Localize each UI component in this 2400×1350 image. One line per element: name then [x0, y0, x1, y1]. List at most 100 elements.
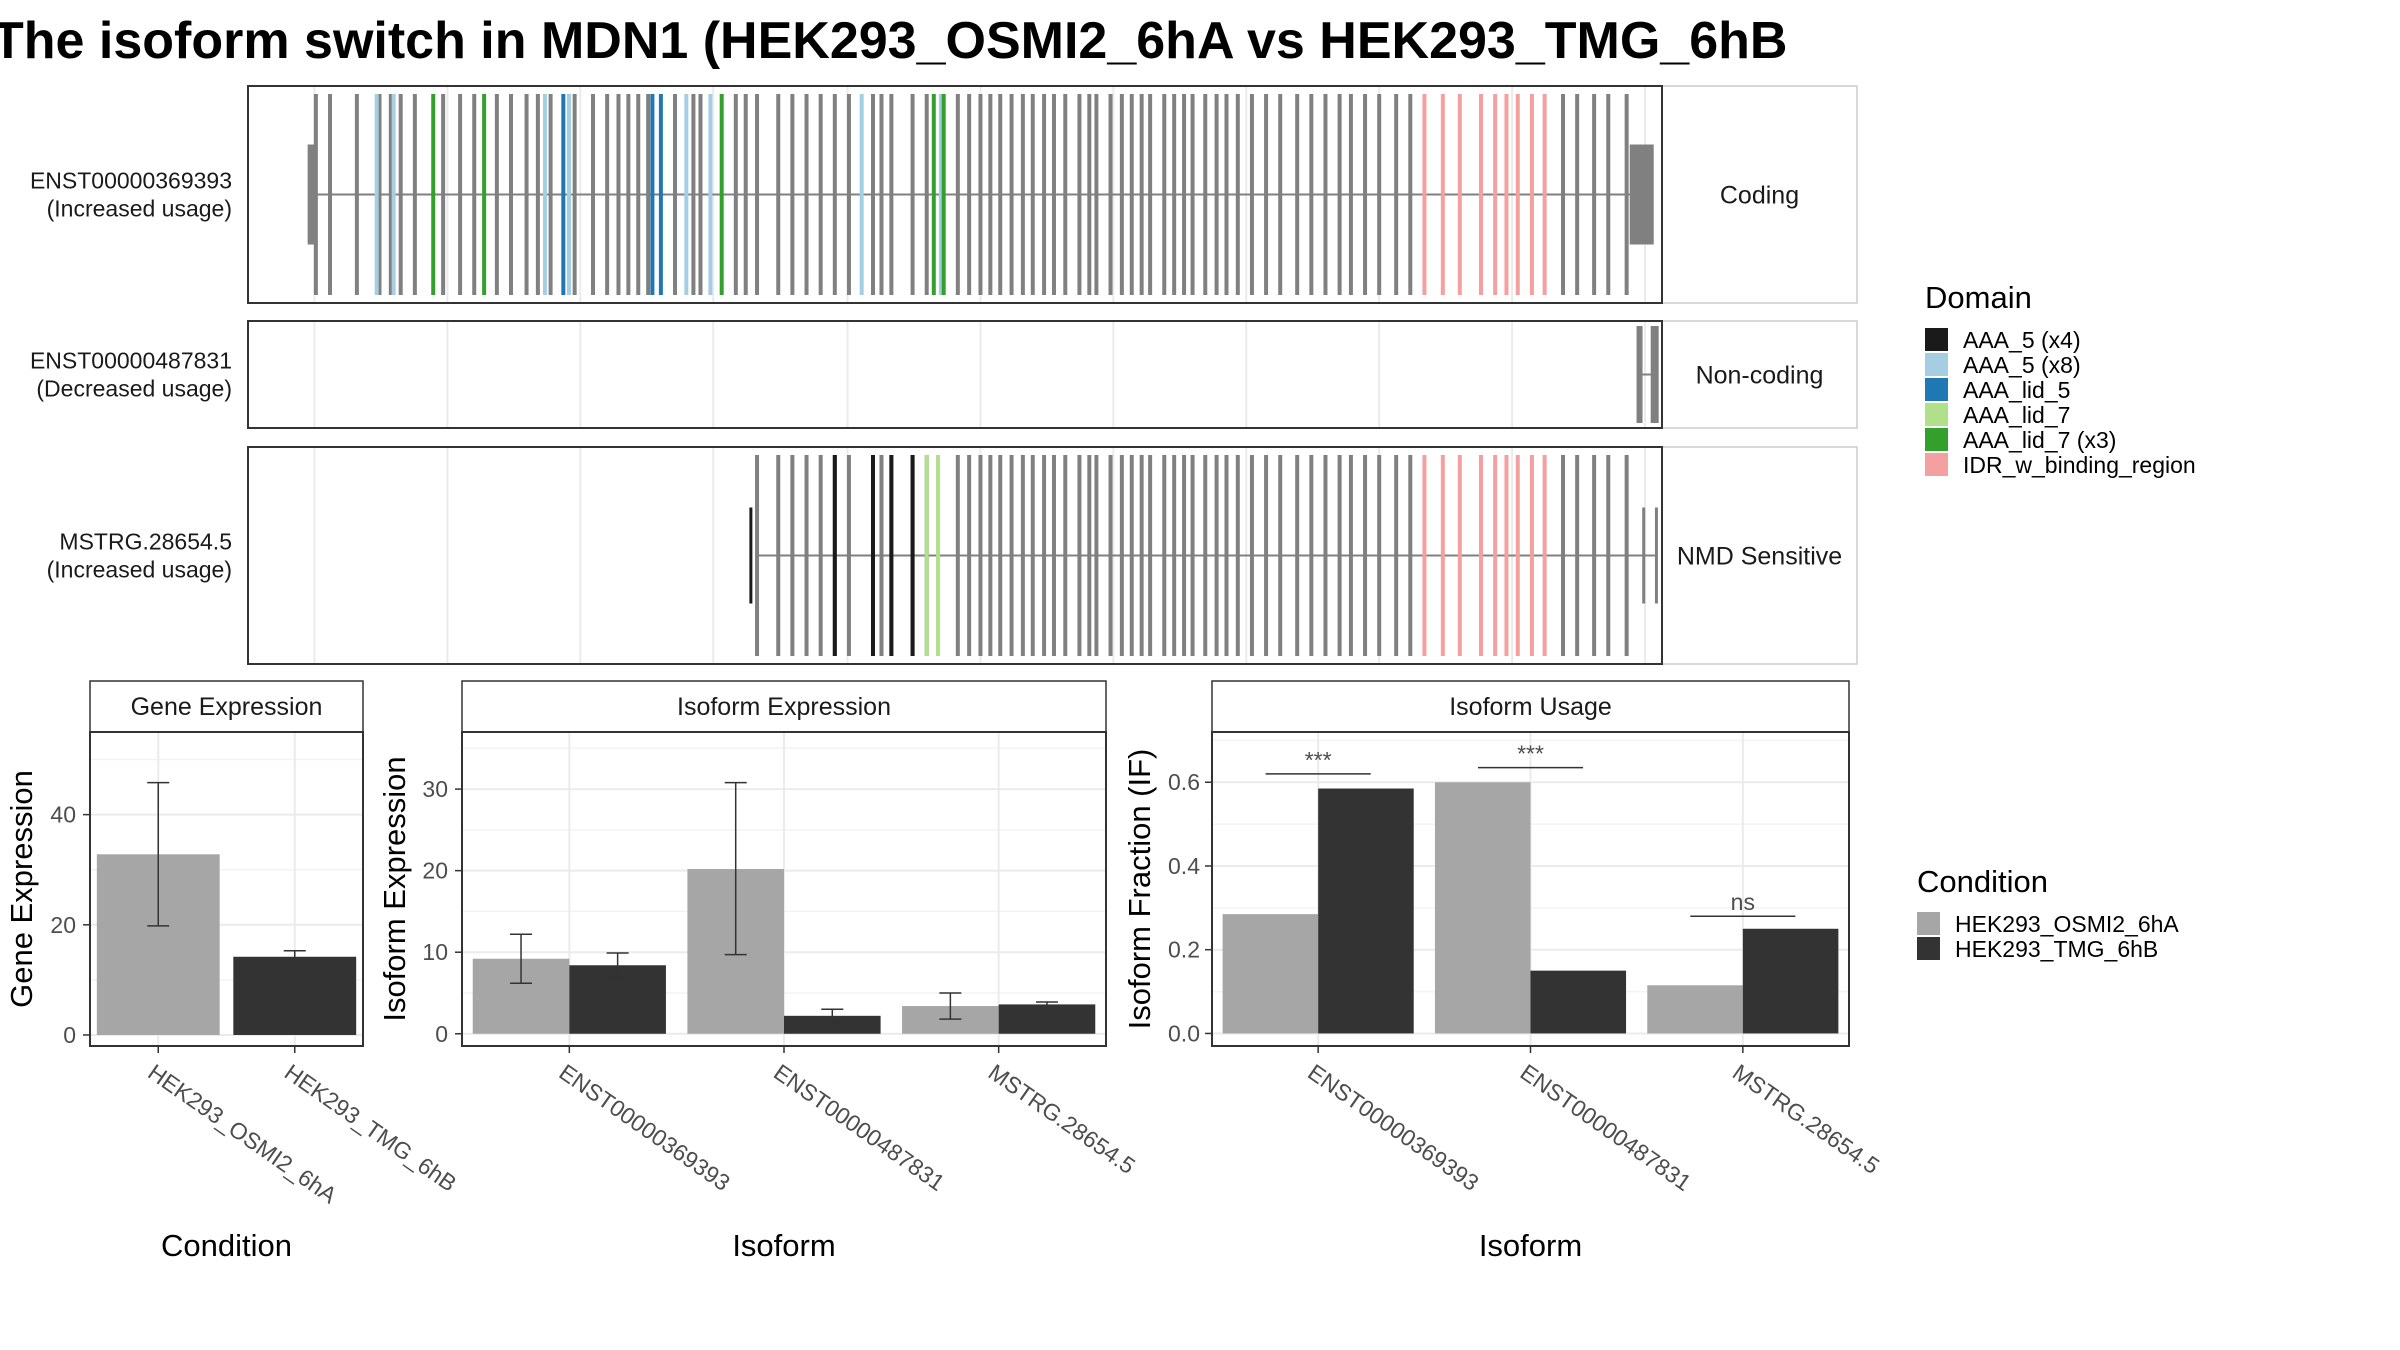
bar-panels: Gene Expression02040HEK293_OSMI2_6hAHEK2…: [4, 680, 1884, 1263]
exon: [388, 94, 393, 295]
exon: [1592, 94, 1597, 295]
exon: [1119, 94, 1124, 295]
exon: [328, 94, 333, 295]
utr-end: [1629, 144, 1654, 245]
exon: [988, 94, 993, 295]
domain-exon: [1515, 94, 1520, 295]
domain-exon: [1457, 455, 1462, 656]
exon: [1020, 455, 1025, 656]
exon: [458, 94, 463, 295]
y-tick-label: 30: [422, 776, 448, 802]
exon: [955, 455, 960, 656]
exon: [1182, 455, 1187, 656]
exon: [1278, 94, 1283, 295]
bar: [998, 1004, 1096, 1034]
exon: [1087, 94, 1092, 295]
condition-legend-title: Condition: [1917, 864, 2048, 899]
structure-panel-border: [247, 85, 1663, 304]
figure-title: The isoform switch in MDN1 (HEK293_OSMI2…: [0, 12, 1787, 70]
exon: [1561, 455, 1566, 656]
exon: [1139, 455, 1144, 656]
domain-exon: [1440, 455, 1445, 656]
domain-exon: [938, 94, 943, 295]
structure-class-label: NMD Sensitive: [1677, 543, 1842, 571]
exon: [804, 455, 809, 656]
exon: [879, 455, 884, 656]
exon: [776, 94, 781, 295]
exon: [1077, 455, 1082, 656]
panel-strip-box: [1211, 680, 1850, 733]
panel-strip-label: Isoform Expression: [677, 693, 891, 721]
exon: [1139, 94, 1144, 295]
exon: [1323, 94, 1328, 295]
y-tick-label: 0.4: [1168, 853, 1200, 879]
exon: [1408, 94, 1413, 295]
bar: [1530, 970, 1627, 1034]
exon: [572, 94, 577, 295]
structure-panel-border: [247, 446, 1663, 665]
domain-exon: [1422, 455, 1427, 656]
exon: [1077, 94, 1082, 295]
domain-exon: [482, 94, 487, 295]
exon: [1394, 94, 1399, 295]
exon: [1214, 94, 1219, 295]
exon: [535, 94, 540, 295]
plot-border: [89, 731, 364, 1047]
exon: [924, 94, 929, 295]
exon: [1009, 94, 1014, 295]
isoform-usage-label: (Increased usage): [47, 557, 232, 583]
exon: [1063, 455, 1068, 656]
exon: [978, 94, 983, 295]
y-tick-label: 0.6: [1168, 769, 1200, 795]
exon: [1624, 455, 1629, 656]
utr-start: [307, 144, 316, 245]
isoform-structure-2: Non-coding ENST00000487831(Decreased usag…: [30, 320, 1858, 429]
exon: [1337, 455, 1342, 656]
exon: [998, 94, 1003, 295]
bar: [784, 1015, 881, 1034]
domain-exon: [391, 94, 396, 295]
y-tick-label: 0: [435, 1021, 448, 1047]
exon: [1087, 455, 1092, 656]
structure-strip-box: [1661, 320, 1858, 429]
structure-strip-box: [1661, 85, 1858, 304]
exon: [1129, 455, 1134, 656]
isoform-id-label: ENST00000487831: [30, 348, 232, 374]
x-axis-title: Condition: [161, 1228, 292, 1263]
structure-strip-box: [1661, 446, 1858, 665]
condition-legend-swatch: [1917, 937, 1940, 960]
exon: [1190, 455, 1195, 656]
exon: [790, 455, 795, 656]
exon: [1561, 94, 1566, 295]
exon: [605, 94, 610, 295]
structure-panel-border: [247, 320, 1663, 429]
exon: [755, 455, 760, 656]
exon: [1323, 455, 1328, 656]
domain-exon: [374, 94, 379, 295]
exon: [1108, 94, 1113, 295]
exon: [755, 94, 760, 295]
exon: [846, 94, 851, 295]
exon: [412, 94, 417, 295]
exon: [1249, 455, 1254, 656]
exon: [1278, 455, 1283, 656]
exon: [1575, 455, 1580, 656]
domain-exon: [859, 94, 864, 295]
exon: [1063, 94, 1068, 295]
domain-exon: [910, 455, 915, 656]
exon: [1094, 94, 1099, 295]
domain-exon: [566, 94, 571, 295]
x-tick-label: ENST00000369393: [1303, 1059, 1483, 1196]
bar: [1318, 788, 1414, 1034]
exon: [988, 455, 993, 656]
exon: [548, 94, 553, 295]
exon: [910, 94, 915, 295]
condition-legend-swatch: [1917, 912, 1940, 935]
exon: [1592, 455, 1597, 656]
exon: [1190, 94, 1195, 295]
exon: [818, 455, 823, 656]
